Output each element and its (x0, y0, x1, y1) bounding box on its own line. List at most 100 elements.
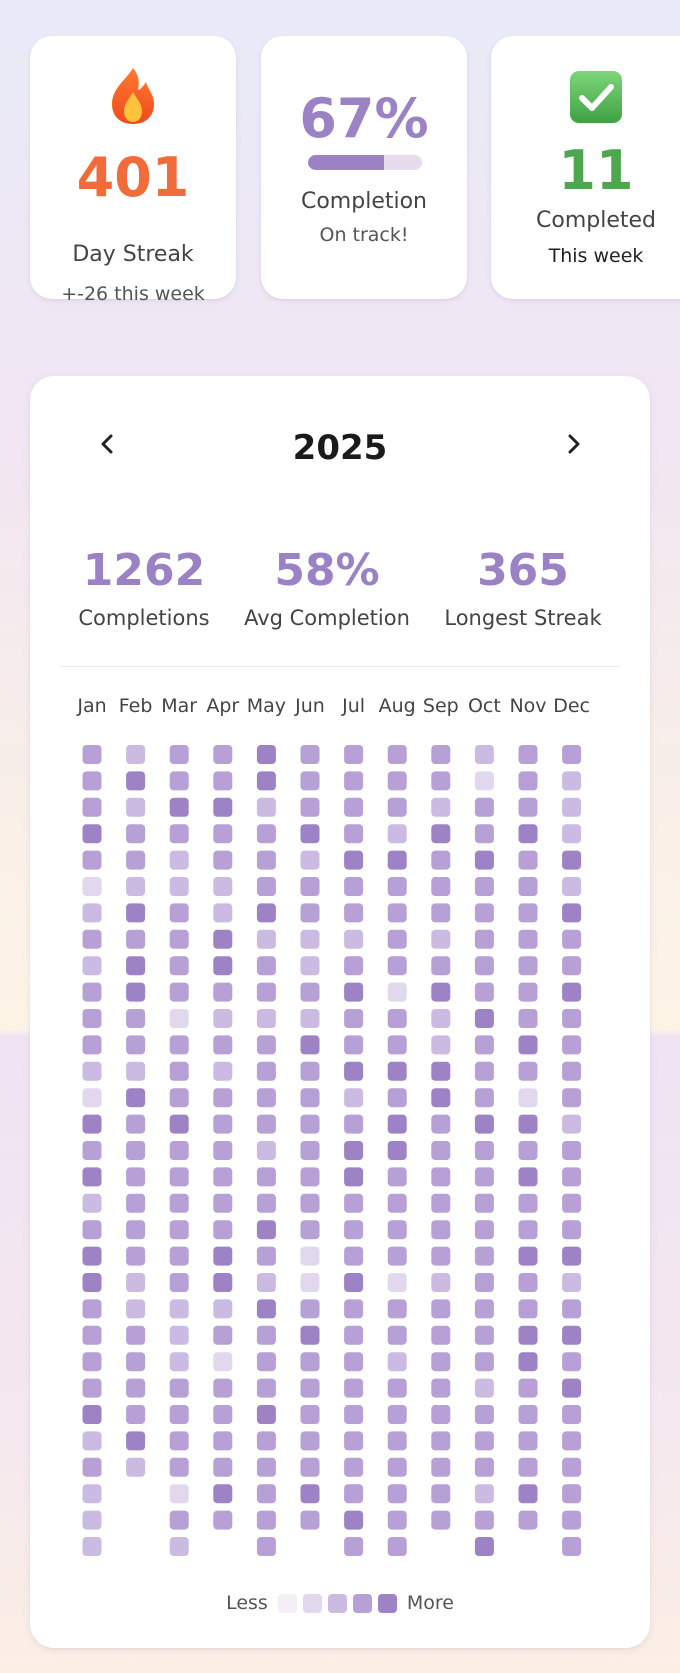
day-cell[interactable] (562, 877, 582, 896)
day-cell[interactable] (213, 1510, 233, 1530)
day-cell[interactable] (126, 929, 146, 949)
day-cell[interactable] (387, 771, 407, 791)
day-cell[interactable] (300, 929, 320, 949)
day-cell[interactable] (126, 1246, 146, 1266)
day-cell[interactable] (256, 797, 276, 817)
day-cell[interactable] (431, 1457, 451, 1477)
day-cell[interactable] (474, 903, 494, 923)
day-cell[interactable] (256, 850, 276, 870)
day-cell[interactable] (213, 1035, 233, 1055)
day-cell[interactable] (387, 929, 407, 949)
day-cell[interactable] (256, 1510, 276, 1530)
day-cell[interactable] (300, 1457, 320, 1477)
previous-year-button[interactable] (87, 424, 127, 464)
day-cell[interactable] (300, 1484, 320, 1504)
day-cell[interactable] (213, 1220, 233, 1240)
day-cell[interactable] (213, 956, 233, 976)
day-cell[interactable] (431, 771, 451, 791)
day-cell[interactable] (82, 797, 102, 817)
day-cell[interactable] (431, 1484, 451, 1504)
day-cell[interactable] (256, 1299, 276, 1319)
day-cell[interactable] (474, 1167, 494, 1187)
day-cell[interactable] (431, 1088, 451, 1108)
day-cell[interactable] (474, 877, 494, 896)
day-cell[interactable] (213, 1457, 233, 1477)
day-cell[interactable] (474, 1220, 494, 1240)
day-cell[interactable] (256, 1193, 276, 1213)
day-cell[interactable] (213, 1431, 233, 1451)
day-cell[interactable] (82, 1246, 102, 1266)
day-cell[interactable] (474, 1431, 494, 1451)
day-cell[interactable] (82, 824, 102, 844)
day-cell[interactable] (169, 1167, 189, 1187)
day-cell[interactable] (387, 1246, 407, 1266)
day-cell[interactable] (431, 1220, 451, 1240)
day-cell[interactable] (562, 1141, 582, 1160)
day-cell[interactable] (126, 1167, 146, 1187)
day-cell[interactable] (344, 1484, 364, 1504)
day-cell[interactable] (300, 850, 320, 870)
day-cell[interactable] (300, 1220, 320, 1240)
day-cell[interactable] (518, 1061, 538, 1081)
day-cell[interactable] (300, 903, 320, 923)
day-cell[interactable] (474, 797, 494, 817)
day-cell[interactable] (213, 1141, 233, 1160)
day-cell[interactable] (387, 982, 407, 1002)
day-cell[interactable] (344, 1537, 364, 1556)
day-cell[interactable] (169, 1352, 189, 1372)
day-cell[interactable] (300, 1088, 320, 1108)
day-cell[interactable] (82, 1141, 102, 1160)
day-cell[interactable] (562, 1510, 582, 1530)
day-cell[interactable] (474, 1141, 494, 1160)
day-cell[interactable] (126, 1431, 146, 1451)
day-cell[interactable] (562, 1035, 582, 1055)
day-cell[interactable] (474, 1537, 494, 1556)
day-cell[interactable] (169, 1457, 189, 1477)
day-cell[interactable] (431, 1431, 451, 1451)
day-cell[interactable] (300, 956, 320, 976)
day-cell[interactable] (82, 1537, 102, 1556)
day-cell[interactable] (126, 1009, 146, 1028)
day-cell[interactable] (387, 1035, 407, 1055)
day-cell[interactable] (169, 1009, 189, 1028)
day-cell[interactable] (169, 1484, 189, 1504)
day-cell[interactable] (518, 1325, 538, 1345)
day-cell[interactable] (344, 877, 364, 896)
day-cell[interactable] (518, 877, 538, 896)
day-cell[interactable] (169, 1299, 189, 1319)
day-cell[interactable] (562, 1352, 582, 1372)
day-cell[interactable] (126, 1457, 146, 1477)
day-cell[interactable] (169, 877, 189, 896)
day-cell[interactable] (213, 1246, 233, 1266)
day-cell[interactable] (431, 1167, 451, 1187)
day-cell[interactable] (431, 1246, 451, 1266)
day-cell[interactable] (344, 903, 364, 923)
day-cell[interactable] (387, 1378, 407, 1398)
day-cell[interactable] (431, 1405, 451, 1424)
day-cell[interactable] (126, 771, 146, 791)
day-cell[interactable] (126, 1141, 146, 1160)
day-cell[interactable] (256, 1378, 276, 1398)
day-cell[interactable] (213, 1167, 233, 1187)
day-cell[interactable] (344, 771, 364, 791)
day-cell[interactable] (387, 1193, 407, 1213)
day-cell[interactable] (431, 1035, 451, 1055)
day-cell[interactable] (256, 1220, 276, 1240)
day-cell[interactable] (169, 850, 189, 870)
day-cell[interactable] (300, 982, 320, 1002)
day-cell[interactable] (300, 1325, 320, 1345)
day-cell[interactable] (518, 956, 538, 976)
day-cell[interactable] (387, 1167, 407, 1187)
day-cell[interactable] (518, 982, 538, 1002)
day-cell[interactable] (126, 1352, 146, 1372)
day-cell[interactable] (518, 745, 538, 764)
day-cell[interactable] (474, 1510, 494, 1530)
day-cell[interactable] (344, 1431, 364, 1451)
day-cell[interactable] (387, 1484, 407, 1504)
day-cell[interactable] (126, 1378, 146, 1398)
day-cell[interactable] (387, 797, 407, 817)
day-cell[interactable] (126, 1061, 146, 1081)
day-cell[interactable] (474, 1009, 494, 1028)
day-cell[interactable] (169, 745, 189, 764)
day-cell[interactable] (387, 1405, 407, 1424)
